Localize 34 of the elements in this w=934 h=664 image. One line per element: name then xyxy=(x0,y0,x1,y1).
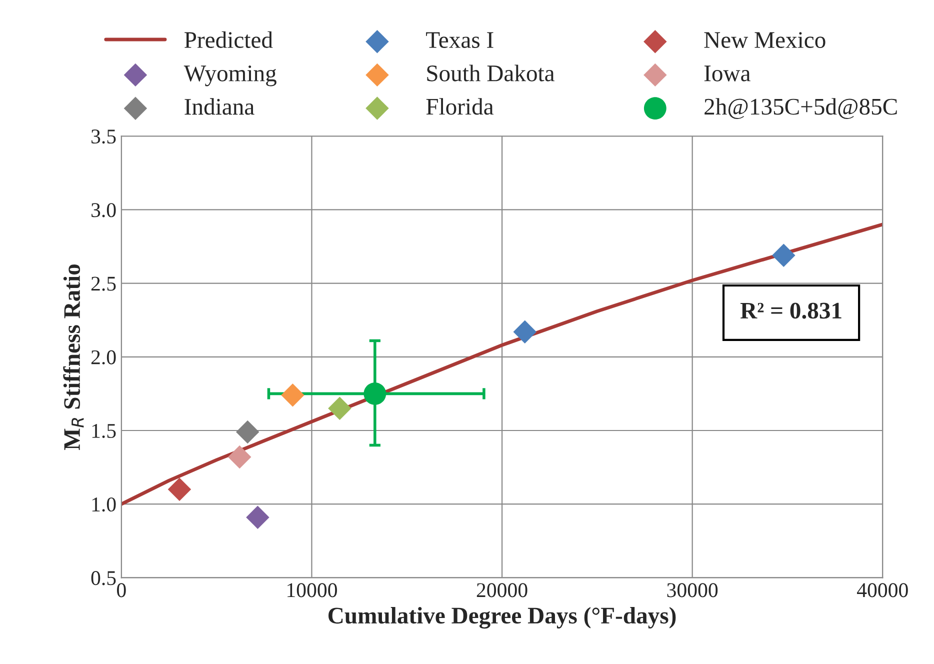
legend-label: Texas I xyxy=(426,32,494,48)
y-tick-label: 1.0 xyxy=(92,497,116,512)
y-tick-label: 3.0 xyxy=(92,203,116,218)
legend-label: Iowa xyxy=(704,66,750,82)
point xyxy=(281,384,304,407)
y-tick-label: 3.5 xyxy=(92,130,116,144)
y-tick-label: 2.5 xyxy=(91,276,116,291)
point xyxy=(168,478,192,501)
annotation: R² = 0.831 xyxy=(740,302,842,319)
point xyxy=(328,396,352,420)
point xyxy=(228,445,252,469)
y-tick-label: 0.5 xyxy=(91,571,116,586)
y-tick-label: 2.0 xyxy=(91,350,116,364)
y-tick-label: 1.5 xyxy=(92,424,116,438)
x-tick-label: 10000 xyxy=(288,583,337,598)
y-axis-title: M$_{R}$ Stiffness Ratio xyxy=(63,264,84,450)
x-axis-title: Cumulative Degree Days (°F-days) xyxy=(328,606,676,629)
point xyxy=(236,420,260,444)
point xyxy=(513,320,536,344)
point xyxy=(364,382,386,405)
x-tick-label: 40000 xyxy=(856,583,908,598)
x-tick-label: 0 xyxy=(117,583,126,598)
legend-label: South Dakota xyxy=(427,64,554,82)
legend-label: Indiana xyxy=(184,98,254,115)
legend-label: Florida xyxy=(426,98,494,115)
point xyxy=(246,506,270,529)
legend-label: Predicted xyxy=(184,31,273,48)
x-tick-label: 30000 xyxy=(667,583,718,598)
legend-label: Wyoming xyxy=(184,66,276,86)
legend-label: New Mexico xyxy=(704,32,826,48)
legend-label: 2h@135C+5d@85C xyxy=(704,98,897,119)
point xyxy=(772,244,796,267)
line-series xyxy=(121,222,883,506)
x-tick-label: 20000 xyxy=(476,583,528,598)
